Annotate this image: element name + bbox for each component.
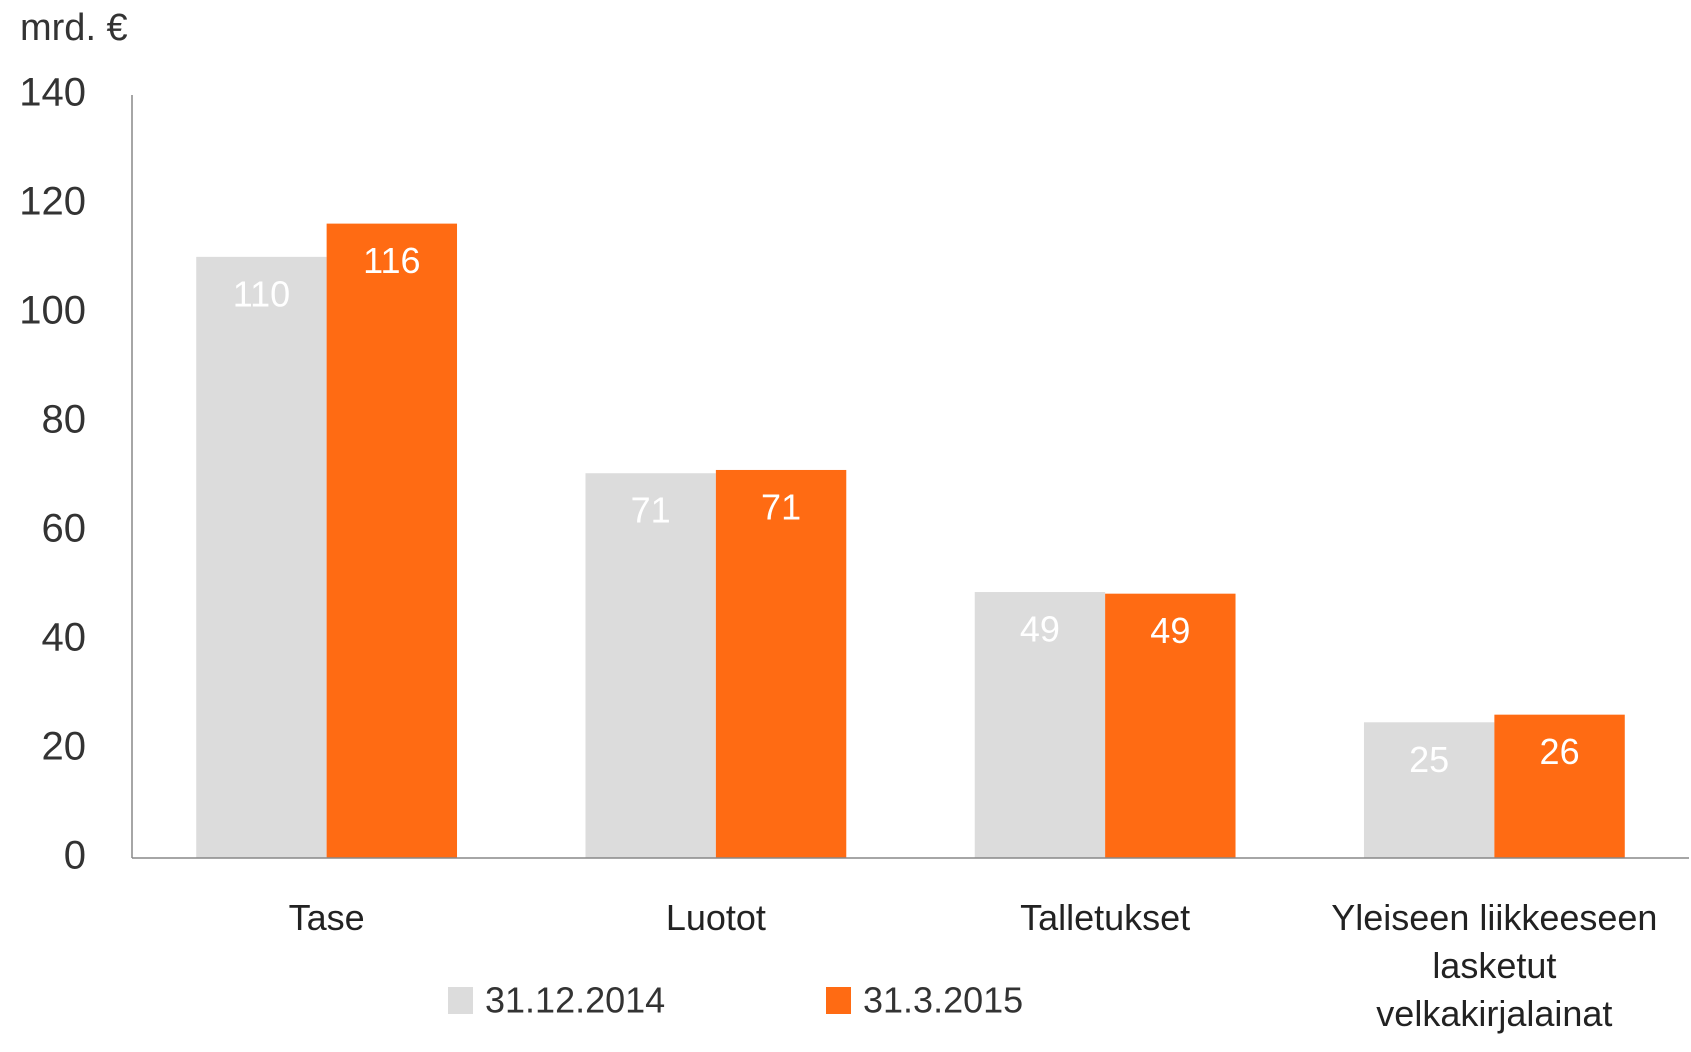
data-label: 25 — [1409, 739, 1449, 780]
bar — [585, 473, 716, 858]
data-label: 71 — [761, 486, 801, 527]
bar — [326, 223, 458, 858]
legend-swatch — [448, 987, 473, 1014]
bar — [196, 256, 327, 858]
bar — [1494, 714, 1625, 858]
x-tick-label: Tase — [288, 897, 365, 938]
y-tick-label: 80 — [42, 398, 87, 442]
y-tick-label: 100 — [19, 289, 86, 333]
bar — [715, 469, 847, 858]
y-tick-label: 120 — [19, 180, 86, 224]
y-unit: mrd. € — [20, 7, 128, 49]
y-tick-label: 140 — [19, 71, 86, 115]
data-label: 49 — [1150, 610, 1190, 651]
y-tick-label: 0 — [64, 834, 86, 878]
data-label: 116 — [363, 240, 420, 281]
data-label: 26 — [1540, 731, 1580, 772]
x-tick-label: Talletukset — [1020, 897, 1191, 938]
bar — [1363, 722, 1495, 858]
bar — [974, 592, 1106, 858]
y-tick-label: 60 — [42, 507, 87, 551]
data-label: 49 — [1020, 609, 1060, 650]
x-tick-label: Yleiseen liikkeeseen lasketut velkakirja… — [1331, 897, 1658, 1034]
legend-swatch — [826, 987, 851, 1014]
legend-label: 31.3.2015 — [863, 980, 1023, 1021]
legend-label: 31.12.2014 — [485, 980, 665, 1021]
y-tick-label: 20 — [42, 725, 87, 769]
y-tick-label: 40 — [42, 616, 87, 660]
data-label: 110 — [233, 273, 290, 314]
data-label: 71 — [631, 490, 671, 531]
x-tick-label: Luotot — [665, 897, 766, 938]
bar — [1105, 593, 1236, 858]
